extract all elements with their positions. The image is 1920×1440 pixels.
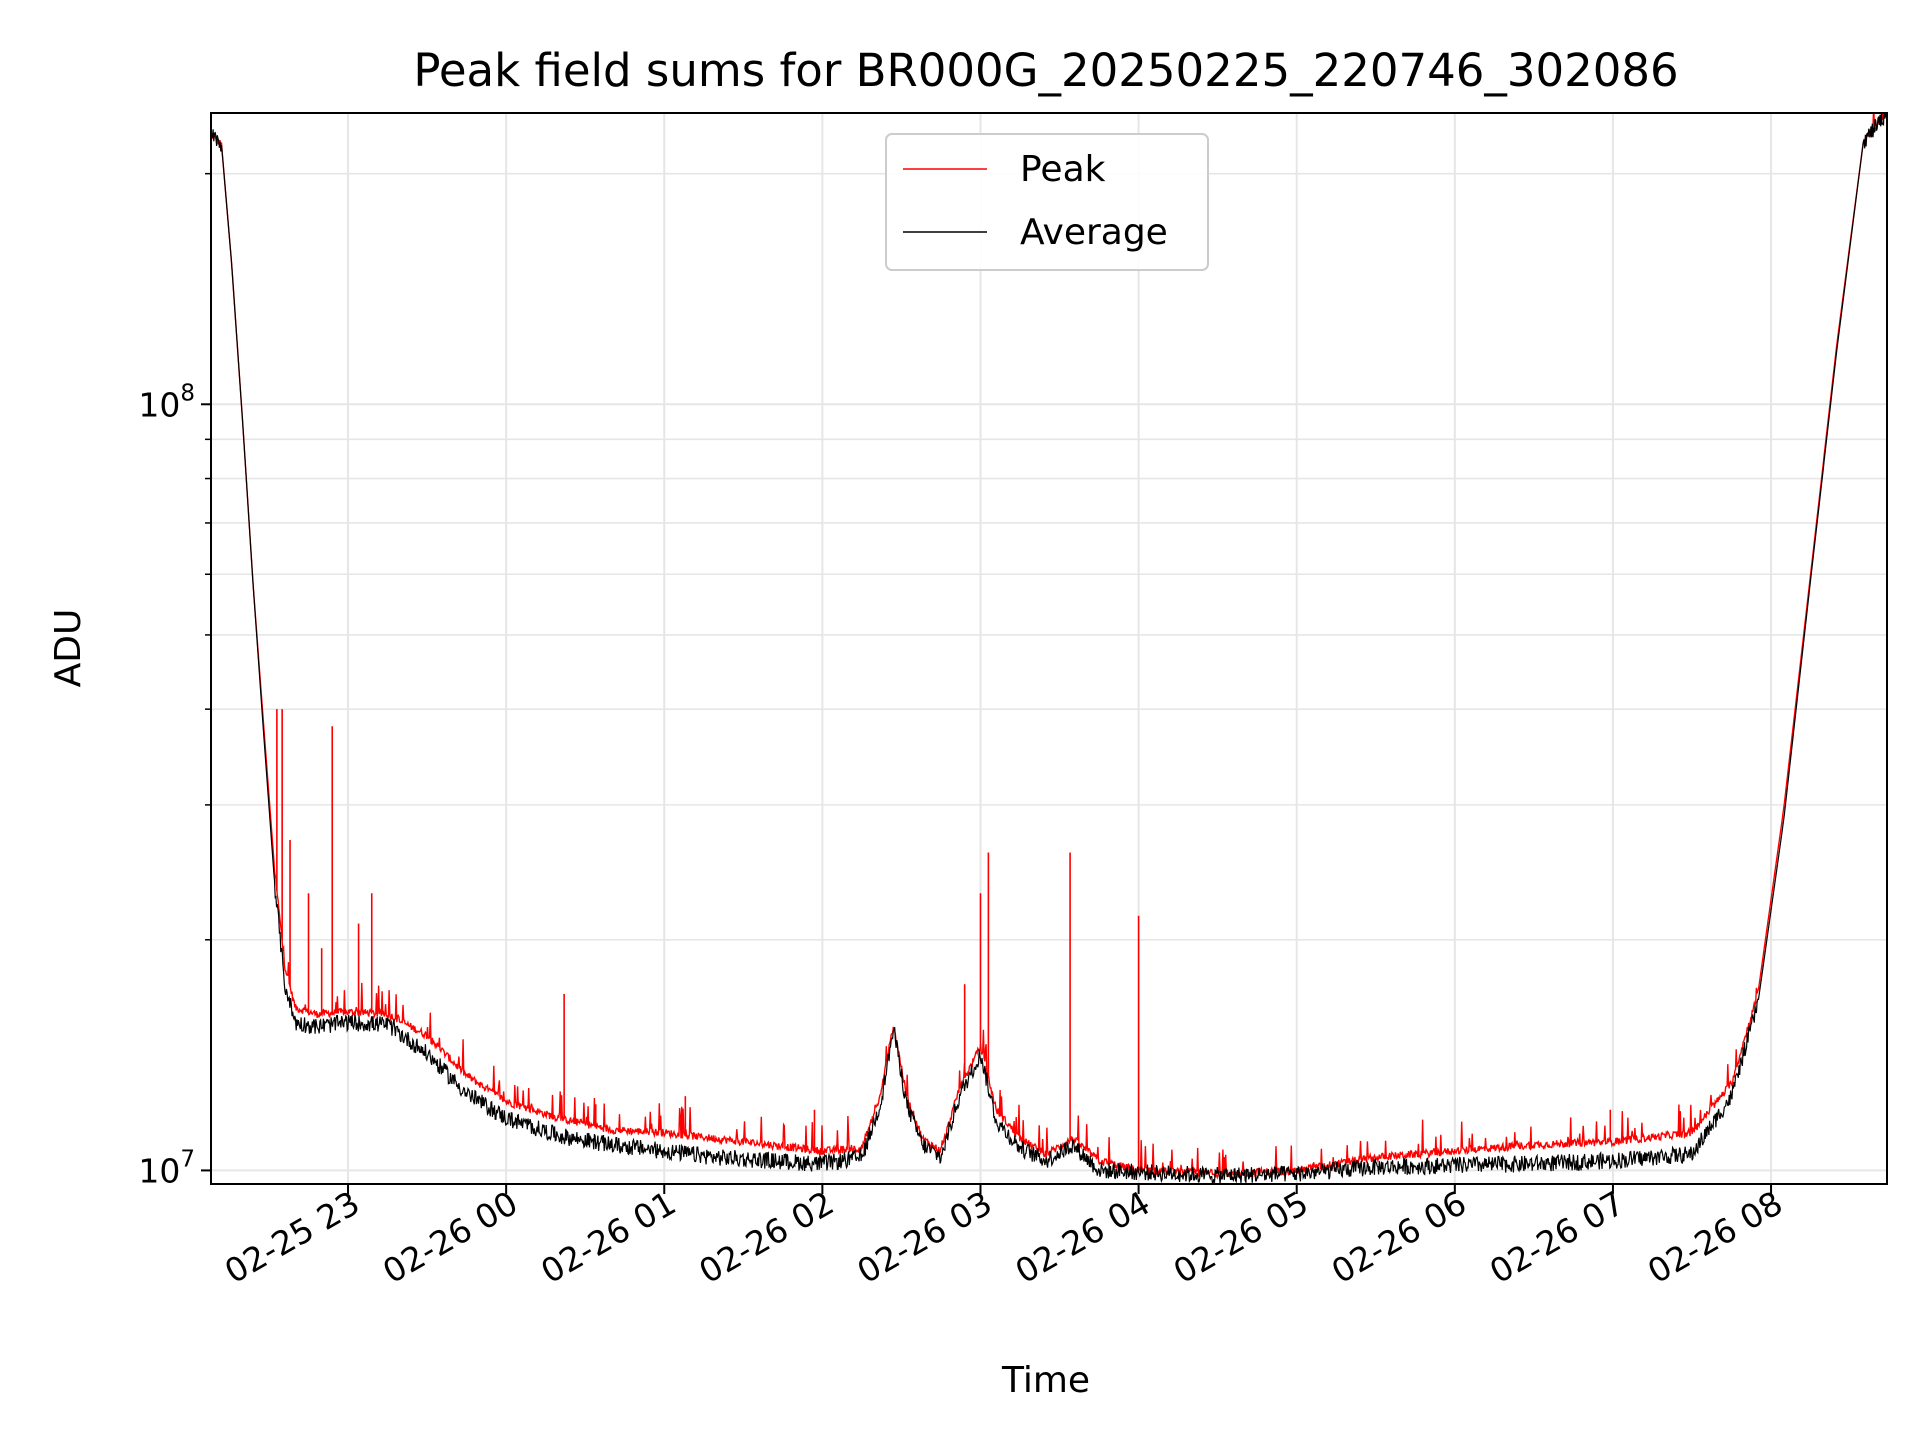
y-tick-label: 107: [138, 1146, 195, 1190]
legend-box: [885, 133, 1209, 271]
y-tick-label: 108: [138, 380, 195, 424]
x-tick-label: 02-26 05: [1167, 1183, 1315, 1291]
x-tick-label: 02-26 03: [850, 1183, 998, 1291]
x-tick-label: 02-26 08: [1641, 1183, 1789, 1291]
series-layer: [211, 113, 1887, 1184]
x-axis-label: Time: [1001, 1360, 1090, 1401]
x-tick-label: 02-26 07: [1483, 1183, 1631, 1291]
x-tick-label: 02-26 01: [534, 1183, 682, 1291]
y-tick-base: 10: [138, 1151, 180, 1190]
legend: Peak Average: [885, 133, 1209, 271]
x-tick-label: 02-26 02: [692, 1183, 840, 1291]
y-tick-exponent: 8: [180, 380, 195, 406]
series-line-peak: [211, 113, 1887, 1180]
y-tick-base: 10: [138, 385, 180, 424]
legend-label-average: Average: [1020, 212, 1168, 253]
y-tick-exponent: 7: [180, 1146, 195, 1172]
legend-label-peak: Peak: [1020, 149, 1106, 190]
x-tick-label: 02-26 06: [1325, 1183, 1473, 1291]
series-line-average: [211, 113, 1887, 1184]
x-tick-label: 02-26 04: [1009, 1183, 1157, 1291]
grid: [211, 113, 1887, 1184]
chart-title: Peak field sums for BR000G_20250225_2207…: [413, 44, 1678, 97]
plot-frame: [210, 112, 1888, 1185]
y-axis-label: ADU: [48, 609, 89, 688]
x-axis: 02-25 23 02-26 00 02-26 01 02-26 02 02-26 03…: [218, 1183, 1789, 1291]
x-tick-label: 02-25 23: [218, 1183, 366, 1291]
x-tick-label: 02-26 00: [376, 1183, 524, 1291]
